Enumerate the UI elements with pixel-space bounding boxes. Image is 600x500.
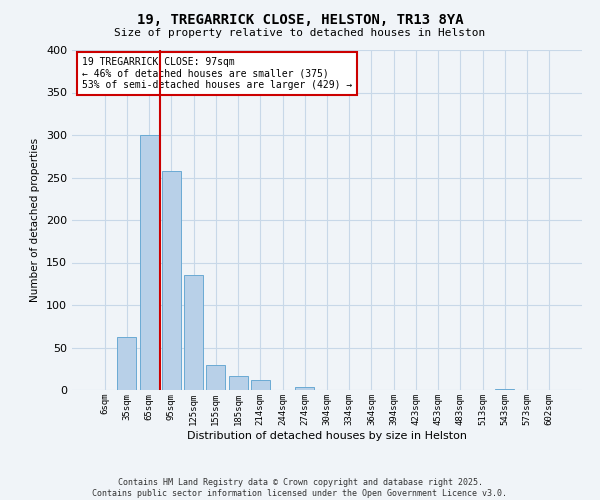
Text: 19, TREGARRICK CLOSE, HELSTON, TR13 8YA: 19, TREGARRICK CLOSE, HELSTON, TR13 8YA: [137, 12, 463, 26]
Text: 19 TREGARRICK CLOSE: 97sqm
← 46% of detached houses are smaller (375)
53% of sem: 19 TREGARRICK CLOSE: 97sqm ← 46% of deta…: [82, 57, 352, 90]
Bar: [295, 388, 314, 390]
Bar: [496, 389, 514, 390]
Bar: [251, 380, 270, 390]
Text: Contains HM Land Registry data © Crown copyright and database right 2025.
Contai: Contains HM Land Registry data © Crown c…: [92, 478, 508, 498]
Bar: [206, 364, 225, 390]
Bar: [162, 170, 181, 390]
Y-axis label: Number of detached properties: Number of detached properties: [31, 138, 40, 302]
Bar: [229, 376, 248, 390]
Bar: [140, 135, 158, 390]
Bar: [184, 275, 203, 390]
Text: Size of property relative to detached houses in Helston: Size of property relative to detached ho…: [115, 28, 485, 38]
Bar: [118, 338, 136, 390]
X-axis label: Distribution of detached houses by size in Helston: Distribution of detached houses by size …: [187, 430, 467, 440]
